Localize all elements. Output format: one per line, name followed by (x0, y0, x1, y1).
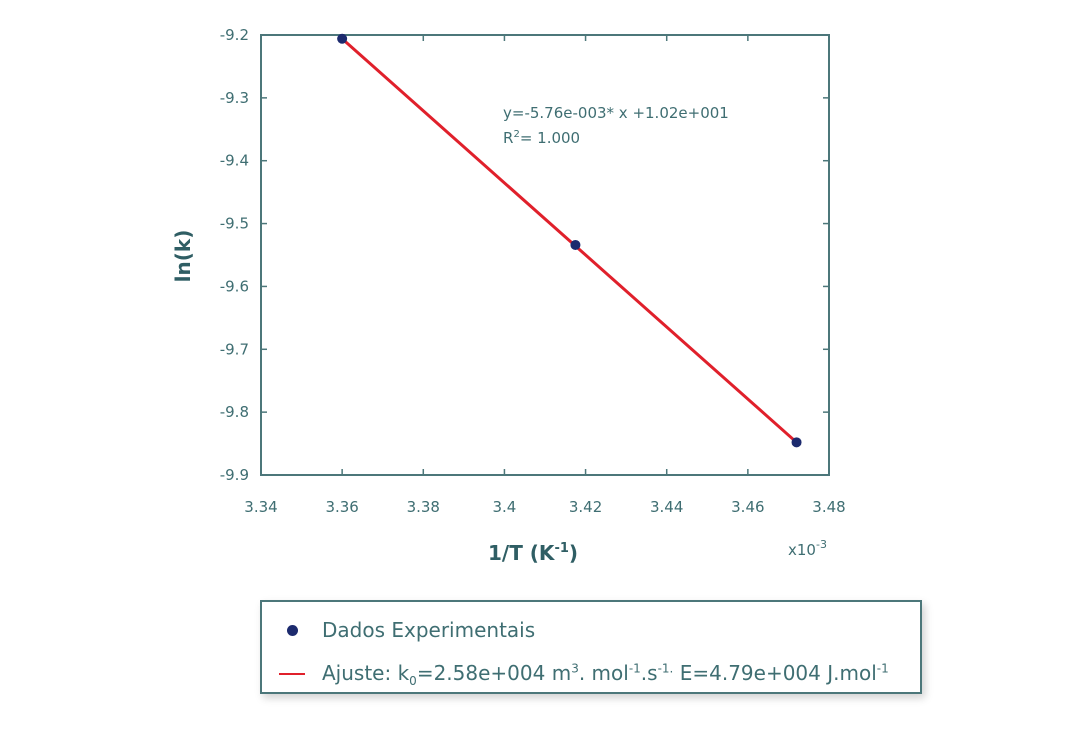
legend-marker-line (262, 673, 322, 675)
x-tick-label: 3.44 (650, 498, 683, 516)
y-tick-label: -9.5 (220, 215, 249, 233)
chart-series (337, 33, 802, 448)
y-tick-label: -9.3 (220, 89, 249, 107)
fit-equation: y=-5.76e-003* x +1.02e+001 (503, 104, 729, 122)
data-point (337, 33, 348, 44)
legend: Dados Experimentais Ajuste: k0=2.58e+004… (260, 600, 922, 694)
fit-line (341, 37, 798, 444)
data-point (570, 239, 581, 250)
y-tick-label: -9.8 (220, 403, 249, 421)
y-axis-title: ln(k) (171, 230, 195, 283)
chart-plot: 3.34 3.36 3.38 3.4 3.42 3.44 3.46 3.48 -9.2 -9.3 -… (171, 26, 846, 565)
x-multiplier: x10-3 (788, 538, 827, 559)
x-tick-label: 3.38 (407, 498, 440, 516)
legend-label-fit: Ajuste: k0=2.58e+004 m3. mol-1.s-1. E=4.… (322, 660, 889, 688)
legend-item-fit: Ajuste: k0=2.58e+004 m3. mol-1.s-1. E=4.… (262, 659, 889, 689)
x-tick-label: 3.48 (812, 498, 845, 516)
data-point (791, 437, 802, 448)
x-tick-label: 3.34 (244, 498, 277, 516)
x-tick-label: 3.42 (569, 498, 602, 516)
y-tick-label: -9.7 (220, 340, 249, 358)
axis-ticks (260, 34, 830, 476)
x-tick-label: 3.46 (731, 498, 764, 516)
legend-marker-dot (262, 624, 322, 636)
legend-item-data: Dados Experimentais (262, 615, 535, 645)
x-tick-label: 3.4 (492, 498, 516, 516)
legend-label-data: Dados Experimentais (322, 618, 536, 642)
y-tick-label: -9.6 (220, 277, 249, 295)
x-axis-title: 1/T (K-1) (488, 541, 578, 565)
r-squared: R2= 1.000 (503, 129, 580, 147)
axis-tick-labels: 3.34 3.36 3.38 3.4 3.42 3.44 3.46 3.48 -9.2 -9.3 -… (220, 26, 846, 516)
x-tick-label: 3.36 (325, 498, 358, 516)
y-tick-label: -9.4 (220, 152, 249, 170)
plot-frame (260, 34, 830, 476)
y-tick-label: -9.2 (220, 26, 249, 44)
y-tick-label: -9.9 (220, 466, 249, 484)
